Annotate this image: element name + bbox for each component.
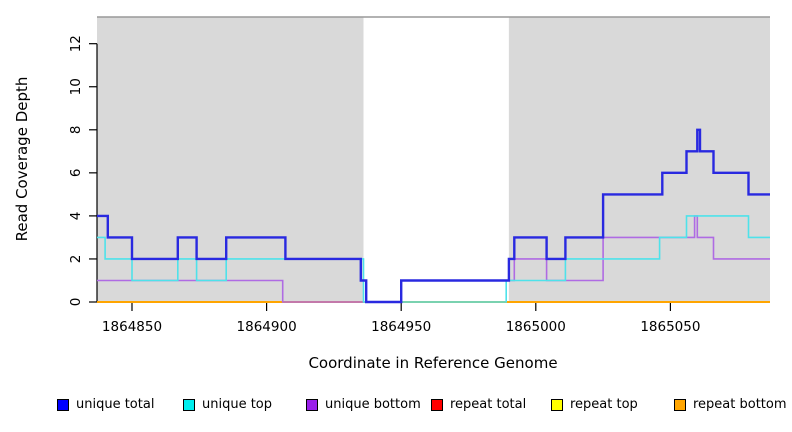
- y-tick-label: 4: [68, 212, 84, 221]
- legend-swatch-unique-total: [57, 399, 69, 411]
- legend-label: repeat total: [450, 397, 527, 412]
- series-line-unique-total: [97, 128, 770, 304]
- y-tick-label: 12: [68, 35, 84, 52]
- y-axis-title: Read Coverage Depth: [13, 77, 31, 242]
- plot-background: [97, 16, 770, 302]
- y-tick-label: 6: [68, 169, 84, 178]
- x-tick-label: 1864850: [102, 319, 162, 335]
- legend-swatch-repeat-total: [431, 399, 443, 411]
- x-tick-label: 1865000: [506, 319, 566, 335]
- legend-label: unique total: [76, 397, 155, 412]
- y-tick-label: 10: [68, 78, 84, 95]
- legend-label: unique bottom: [325, 397, 421, 412]
- legend-swatch-repeat-bottom: [674, 399, 686, 411]
- x-tick-label: 1864950: [371, 319, 431, 335]
- x-tick-label: 1864900: [237, 319, 297, 335]
- legend-label: unique top: [202, 397, 273, 412]
- series-lines: [97, 128, 770, 304]
- legend-label: repeat top: [570, 397, 638, 412]
- coverage-chart: 0 2 4 6 8 10 12 1864850 1864900 1864950 1865000 186…: [13, 16, 770, 372]
- chart-legend: unique total unique top unique bottom repea…: [0, 396, 792, 420]
- y-tick-label: 8: [68, 125, 84, 134]
- x-axis-title: Coordinate in Reference Genome: [308, 354, 557, 372]
- x-tick-label: 1865050: [640, 319, 700, 335]
- legend-swatch-unique-bottom: [306, 399, 318, 411]
- legend-swatch-repeat-top: [551, 399, 563, 411]
- axes: 0 2 4 6 8 10 12 1864850 1864900 1864950 1865000 186…: [68, 35, 700, 335]
- y-tick-label: 0: [68, 298, 84, 307]
- legend-label: repeat bottom: [693, 397, 787, 412]
- shaded-region: [508, 17, 770, 302]
- shaded-region: [97, 17, 364, 302]
- y-tick-label: 2: [68, 255, 84, 264]
- legend-swatch-unique-top: [183, 399, 195, 411]
